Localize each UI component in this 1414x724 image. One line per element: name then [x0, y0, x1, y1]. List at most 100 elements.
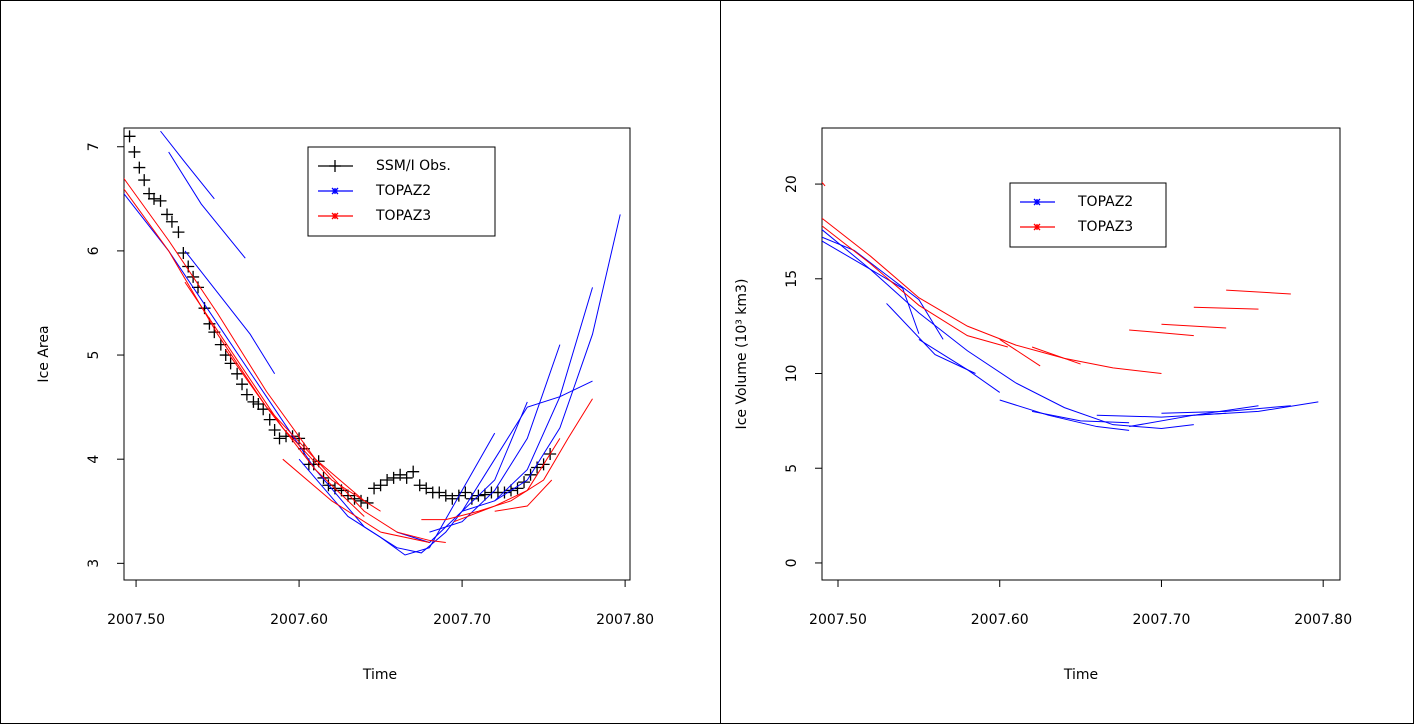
point-marker [252, 397, 265, 410]
point-marker [420, 482, 433, 495]
y-tick-label: 4 [86, 455, 102, 464]
point-marker [439, 489, 452, 502]
y-tick-label: 6 [86, 246, 102, 255]
forecast-line [1193, 401, 1319, 416]
point-marker [247, 395, 260, 408]
legend-marker [331, 187, 339, 195]
plot-frame [821, 127, 1341, 581]
forecast-line [225, 349, 365, 502]
point-marker [341, 489, 354, 502]
point-marker [236, 378, 249, 391]
point-marker [394, 468, 407, 481]
legend-box [1009, 182, 1167, 248]
forecast-line [184, 250, 276, 375]
point-marker [177, 246, 190, 259]
y-tick-label: 0 [784, 558, 800, 567]
forecast-line [1096, 412, 1227, 418]
y-axis-label: Ice Area [36, 325, 52, 382]
forecast-line [160, 130, 215, 200]
point-marker [172, 226, 185, 239]
forecast-line [168, 151, 246, 259]
point-marker [381, 474, 394, 487]
forecast-line [1129, 329, 1194, 337]
forecast-line [124, 188, 365, 517]
y-tick-label: 5 [86, 351, 102, 360]
point-marker [413, 479, 426, 492]
point-marker [154, 194, 167, 207]
forecast-line [494, 214, 621, 502]
point-marker [268, 424, 281, 437]
point-marker [165, 215, 178, 228]
y-tick-label: 3 [86, 559, 102, 568]
forecast-line [822, 236, 944, 340]
point-marker [446, 492, 459, 505]
x-tick-label: 2007.80 [1294, 612, 1352, 628]
forecast-line [918, 338, 1001, 393]
forecast-line [1226, 289, 1291, 295]
x-tick-label: 2007.70 [1133, 612, 1191, 628]
point-marker [433, 486, 446, 499]
point-marker [257, 403, 270, 416]
forecast-line [886, 303, 976, 374]
legend: TOPAZ2 TOPAZ3 [1009, 182, 1167, 248]
x-axis-label: Time [1063, 667, 1098, 683]
legend: SSM/I Obs. TOPAZ2 TOPAZ3 [307, 146, 496, 237]
legend-marker [331, 212, 339, 220]
forecast-line [822, 240, 920, 334]
x-tick-label: 2007.50 [809, 612, 867, 628]
legend-marker [1033, 198, 1041, 206]
forecast-line [494, 479, 553, 512]
plot-frame [123, 127, 631, 581]
forecast-line [999, 399, 1130, 431]
legend-label: TOPAZ2 [375, 183, 431, 199]
forecast-line [282, 458, 430, 543]
point-marker [273, 432, 286, 445]
forecast-line [822, 225, 1008, 348]
point-marker [387, 471, 400, 484]
y-tick-label: 10 [784, 365, 800, 383]
point-marker [400, 471, 413, 484]
forecast-line [429, 344, 561, 533]
point-marker [161, 208, 174, 221]
x-axis-label: Time [362, 667, 397, 683]
point-marker [368, 482, 381, 495]
point-marker [374, 479, 387, 492]
legend-label: TOPAZ3 [375, 208, 431, 224]
forecast-line [822, 217, 1162, 375]
point-marker [138, 174, 151, 187]
point-marker [192, 281, 205, 294]
forecast-line [1161, 323, 1227, 329]
forecast-line [421, 398, 593, 521]
x-tick-label: 2007.80 [596, 612, 654, 628]
y-tick-label: 5 [784, 464, 800, 473]
point-marker [133, 161, 146, 174]
chart-panel: 2007.50 2007.60 2007.70 2007.80 3 4 5 6 7 Time Ice… [36, 127, 654, 683]
forecast-line [298, 432, 496, 556]
point-marker [147, 192, 160, 205]
legend-label: SSM/I Obs. [376, 158, 451, 174]
forecast-line [1193, 306, 1259, 310]
legend-marker [1033, 223, 1041, 231]
forecast-line [184, 281, 381, 512]
point-marker [224, 357, 237, 370]
point-marker [182, 260, 195, 273]
forecast-line [1129, 405, 1259, 428]
point-marker [124, 130, 136, 143]
point-marker [478, 488, 491, 501]
point-marker [143, 187, 156, 200]
point-marker [263, 413, 276, 426]
x-tick-label: 2007.60 [270, 612, 328, 628]
legend-label: TOPAZ2 [1077, 194, 1133, 210]
forecast-line [453, 438, 561, 523]
point-marker [240, 388, 253, 401]
forecast-line [461, 287, 593, 512]
x-tick-label: 2007.50 [107, 612, 165, 628]
y-tick-label: 7 [86, 142, 102, 151]
forecast-line [1161, 405, 1291, 414]
point-marker [128, 145, 141, 158]
forecast-line [1031, 346, 1081, 365]
chart-panel: 2007.50 2007.60 2007.70 2007.80 0 5 10 15 20 Time… [734, 127, 1352, 683]
forecast-line [396, 401, 528, 544]
